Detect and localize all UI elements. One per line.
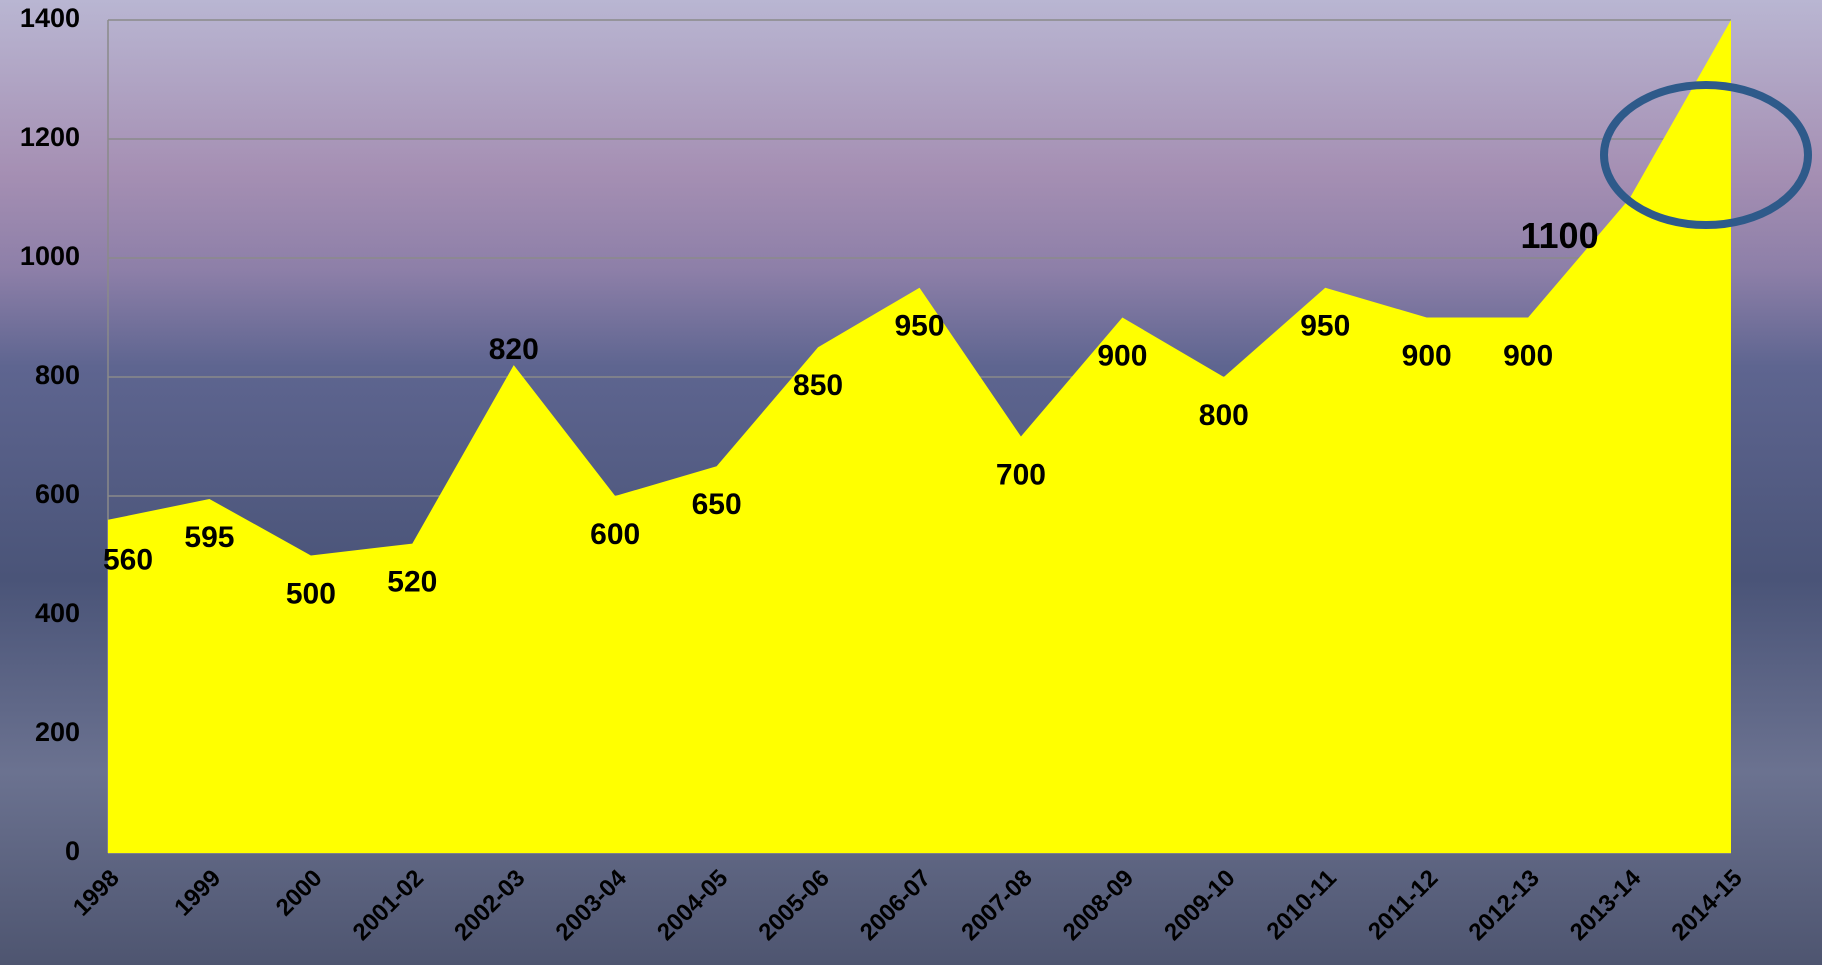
y-tick-label: 1000 bbox=[20, 241, 80, 271]
data-label: 520 bbox=[387, 566, 437, 599]
data-label: 500 bbox=[286, 577, 336, 610]
data-label: 1100 bbox=[1521, 215, 1599, 256]
data-label: 900 bbox=[1503, 339, 1553, 372]
data-label: 650 bbox=[692, 488, 742, 521]
y-tick-label: 600 bbox=[35, 479, 80, 509]
data-label: 850 bbox=[793, 369, 843, 402]
y-tick-label: 400 bbox=[35, 598, 80, 628]
data-label: 560 bbox=[103, 544, 153, 577]
data-label: 700 bbox=[996, 458, 1046, 491]
data-label: 900 bbox=[1402, 339, 1452, 372]
data-label: 600 bbox=[590, 518, 640, 551]
y-tick-label: 200 bbox=[35, 717, 80, 747]
data-label: 900 bbox=[1097, 339, 1147, 372]
y-tick-label: 800 bbox=[35, 360, 80, 390]
y-tick-label: 1400 bbox=[20, 3, 80, 33]
data-label: 800 bbox=[1199, 399, 1249, 432]
data-label: 595 bbox=[184, 521, 234, 554]
area-layer bbox=[108, 20, 1731, 853]
highlight-ellipse bbox=[1600, 81, 1812, 229]
y-tick-label: 1200 bbox=[20, 122, 80, 152]
data-label: 950 bbox=[1300, 310, 1350, 343]
data-label: 820 bbox=[489, 333, 539, 366]
data-label: 950 bbox=[894, 310, 944, 343]
area bbox=[108, 20, 1731, 853]
y-tick-label: 0 bbox=[65, 836, 80, 866]
